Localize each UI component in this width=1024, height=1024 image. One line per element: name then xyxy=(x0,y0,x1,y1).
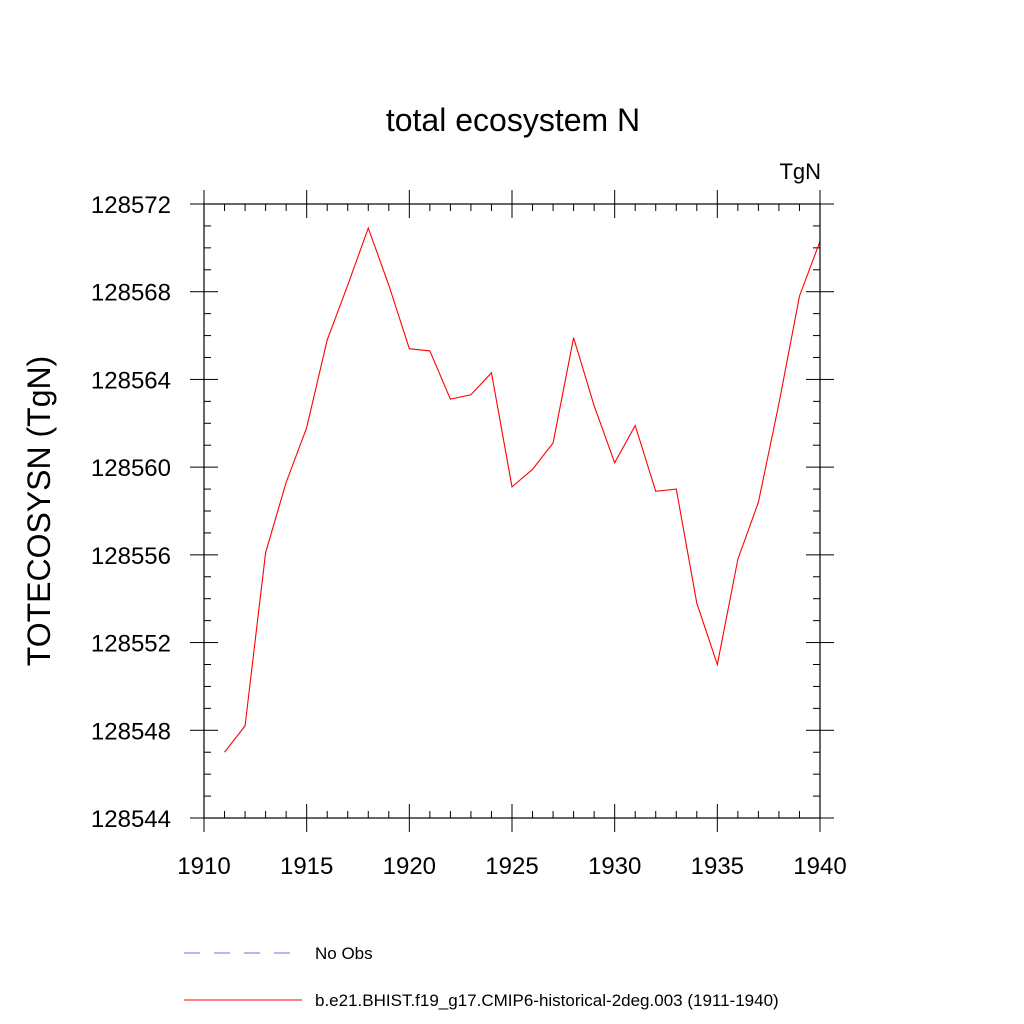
units-label: TgN xyxy=(779,159,821,184)
chart-title: total ecosystem N xyxy=(386,102,640,138)
y-tick-label: 128544 xyxy=(91,806,171,833)
series-layer xyxy=(224,226,821,753)
series-line xyxy=(224,226,821,753)
y-tick-label: 128572 xyxy=(91,192,171,219)
y-tick-label: 128568 xyxy=(91,280,171,307)
plot-frame xyxy=(203,203,821,819)
x-tick-label: 1920 xyxy=(383,853,436,880)
legend-label-model-run: b.e21.BHIST.f19_g17.CMIP6-historical-2de… xyxy=(315,991,779,1010)
y-tick-label: 128552 xyxy=(91,631,171,658)
legend-label-no-obs: No Obs xyxy=(315,944,373,963)
y-axis-label: TOTECOSYSN (TgN) xyxy=(21,356,57,667)
legend: No Obs b.e21.BHIST.f19_g17.CMIP6-histori… xyxy=(184,944,779,1010)
x-tick-label: 1930 xyxy=(588,853,641,880)
x-tick-label: 1910 xyxy=(177,853,230,880)
axis-ticks xyxy=(190,190,834,832)
x-tick-label: 1915 xyxy=(280,853,333,880)
y-tick-label: 128564 xyxy=(91,367,171,394)
y-tick-label: 128548 xyxy=(91,718,171,745)
y-tick-label: 128556 xyxy=(91,543,171,570)
x-tick-label: 1940 xyxy=(793,853,846,880)
x-tick-label: 1925 xyxy=(485,853,538,880)
x-tick-label: 1935 xyxy=(691,853,744,880)
tick-labels: 1910 1915 1920 1925 1930 1935 1940 128544 128548… xyxy=(91,192,847,880)
y-tick-label: 128560 xyxy=(91,455,171,482)
